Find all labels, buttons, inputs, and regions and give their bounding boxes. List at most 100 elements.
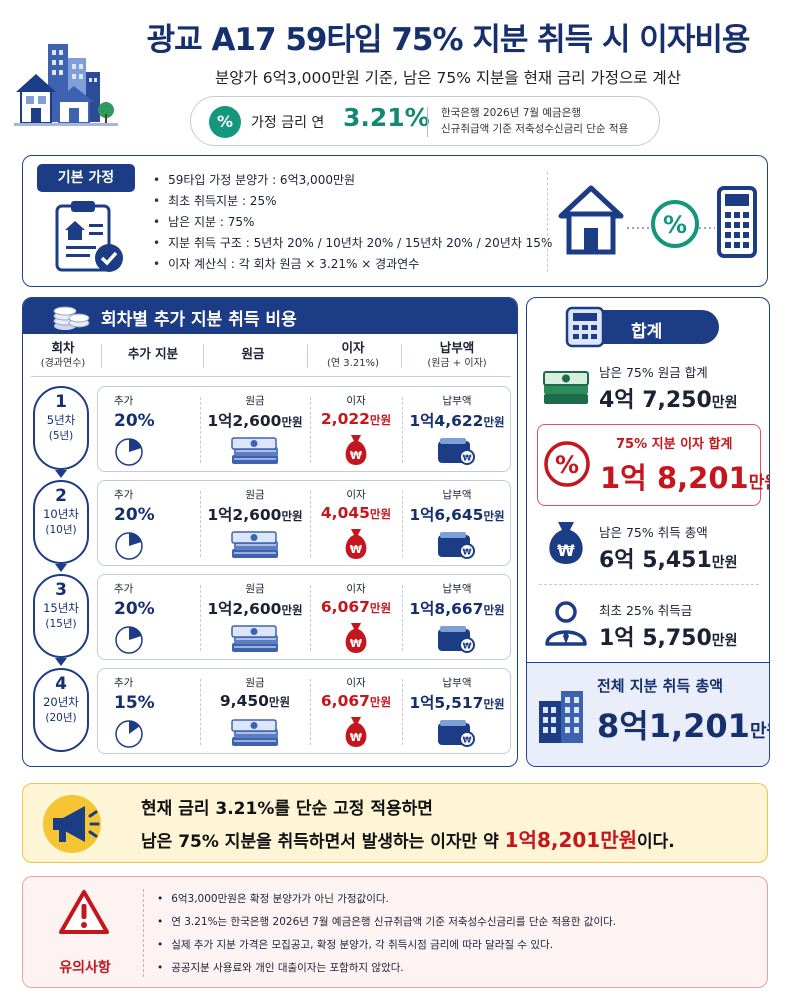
- summary-title: 합계: [631, 322, 663, 342]
- wallet-icon: ₩: [438, 438, 475, 465]
- caution-item: 연 3.21%는 한국은행 2026년 7월 예금은행 신규취급액 기준 저축성…: [157, 911, 616, 934]
- megaphone-icon: [43, 795, 101, 853]
- calculator-icon: [717, 186, 757, 258]
- caution-label: 유의사항: [59, 960, 111, 976]
- divider: [401, 344, 402, 368]
- round-elapsed: (10년): [45, 524, 77, 536]
- basic-tag: 기본 가정: [37, 164, 135, 192]
- person-icon: [545, 601, 587, 646]
- cash-stack-icon: [231, 437, 278, 464]
- divider: [200, 397, 201, 463]
- divider: [143, 889, 144, 977]
- summary-total-value: 8억1,201만원: [597, 701, 769, 747]
- money-bag-icon: ₩: [345, 717, 367, 747]
- callout-line-2-suffix: 이다.: [637, 832, 675, 852]
- round-number: 2: [55, 486, 67, 506]
- wallet-icon: ₩: [438, 532, 475, 559]
- share-pie-icon: [115, 626, 143, 654]
- round-year: 20년차: [43, 695, 79, 709]
- payment-value: 1억4,622만원: [404, 409, 510, 431]
- coins-icon: [53, 306, 90, 330]
- interest-label: 이자: [346, 489, 366, 501]
- payment-amount: 1억8,667: [409, 600, 484, 618]
- round-arrow: [55, 564, 67, 572]
- percent-circle-icon: %: [544, 441, 590, 487]
- round-arrow: [55, 658, 67, 666]
- round-year: 15년차: [43, 601, 79, 615]
- round-elapsed: (5년): [48, 430, 74, 442]
- summary-tag: 합계: [565, 306, 719, 348]
- round-card: 추가 20% 원금 1억2,600만원 이자 2,022만원 ₩ 납부액 1억4…: [97, 386, 511, 472]
- conclusion-callout: 현재 금리 3.21%를 단순 고정 적용하면 남은 75% 지분을 취득하면서…: [22, 783, 768, 863]
- payment-label: 납부액: [442, 583, 472, 595]
- share-pie-icon: [115, 532, 143, 560]
- summary-initial-value: 1억 5,750만원: [599, 620, 738, 652]
- caution-item: 6억3,000만원은 확정 분양가가 아닌 가정값이다.: [157, 888, 616, 911]
- summary-interest-amount: 1억 8,201: [600, 461, 749, 495]
- interest-amount: 4,045: [320, 504, 370, 522]
- rounds-panel: 회차별 추가 지분 취득 비용 회차 (경과연수) 추가 지분 원금 이자 (연…: [22, 297, 518, 767]
- principal-amount: 1억2,600: [207, 506, 282, 524]
- payment-value: 1억5,517만원: [404, 691, 510, 713]
- interest-value: 6,067만원: [312, 597, 400, 616]
- col-header-label: 납부액: [439, 340, 475, 355]
- callout-highlight: 1억8,201만원: [504, 828, 638, 852]
- summary-interest-box: % 75% 지분 이자 합계 1억 8,201만원: [537, 424, 769, 506]
- money-bag-icon: ₩: [345, 435, 367, 465]
- summary-principal-label: 남은 75% 원금 합계: [599, 365, 708, 380]
- col-header-sub: (원금 + 이자): [427, 358, 487, 369]
- wallet-icon: ₩: [438, 626, 475, 653]
- cash-stack-icon: [231, 625, 278, 652]
- summary-interest-value: 1억 8,201만원: [600, 455, 769, 497]
- divider: [31, 376, 511, 377]
- share-label: 추가: [114, 583, 134, 595]
- round-card: 추가 20% 원금 1억2,600만원 이자 6,067만원 ₩ 납부액 1억8…: [97, 574, 511, 660]
- callout-line-1: 현재 금리 3.21%를 단순 고정 적용하면: [141, 799, 433, 819]
- city-buildings-icon: [14, 44, 118, 126]
- interest-unit: 만원: [369, 601, 392, 615]
- money-bag-icon: ₩: [345, 623, 367, 653]
- payment-label: 납부액: [442, 677, 472, 689]
- rate-note-line: 한국은행 2026년 7월 예금은행: [441, 107, 582, 119]
- callout-line-2: 남은 75% 지분을 취득하면서 발생하는 이자만 약 1억8,201만원이다.: [141, 824, 675, 853]
- interest-unit: 만원: [369, 507, 392, 521]
- share-label: 추가: [114, 489, 134, 501]
- payment-unit: 만원: [483, 697, 505, 711]
- col-header-sub: (경과연수): [40, 358, 86, 369]
- payment-label: 납부액: [442, 489, 472, 501]
- building-icon: [539, 691, 583, 743]
- divider: [101, 344, 102, 368]
- round-card: 추가 20% 원금 1억2,600만원 이자 4,045만원 ₩ 납부액 1억6…: [97, 480, 511, 566]
- cash-stack-icon: [231, 531, 278, 558]
- principal-unit: 만원: [281, 415, 303, 429]
- divider: [402, 397, 403, 463]
- round-badge: 4 20년차 (20년): [33, 668, 89, 752]
- divider: [402, 585, 403, 651]
- divider: [539, 584, 759, 585]
- summary-acquisition-unit: 만원: [711, 555, 738, 571]
- summary-panel: 합계 남은 75% 원금 합계 4억 7,250만원 % 75% 지분 이자 합…: [526, 297, 770, 767]
- round-badge: 1 5년차 (5년): [33, 386, 89, 470]
- payment-unit: 만원: [483, 415, 505, 429]
- interest-amount: 2,022: [320, 410, 370, 428]
- rounds-title: 회차별 추가 지분 취득 비용: [101, 310, 297, 330]
- caution-list: 6억3,000만원은 확정 분양가가 아닌 가정값이다. 연 3.21%는 한국…: [157, 888, 616, 980]
- summary-acquisition-label: 남은 75% 취득 총액: [599, 525, 708, 540]
- interest-amount: 6,067: [320, 692, 370, 710]
- divider: [310, 585, 311, 651]
- svg-text:₩: ₩: [557, 541, 575, 560]
- svg-text:₩: ₩: [350, 449, 362, 462]
- interest-value: 6,067만원: [312, 691, 400, 710]
- divider: [402, 491, 403, 557]
- summary-interest-label: 75% 지분 이자 합계: [616, 437, 733, 452]
- col-header-payment: 납부액 (원금 + 이자): [401, 340, 513, 372]
- header: 광교 A17 59타입 75% 지분 취득 시 이자비용 분양가 6억3,000…: [0, 0, 800, 152]
- payment-amount: 1억5,517: [409, 694, 484, 712]
- interest-unit: 만원: [369, 695, 392, 709]
- principal-amount: 9,450: [219, 692, 269, 710]
- interest-label: 이자: [346, 677, 366, 689]
- payment-unit: 만원: [483, 509, 505, 523]
- col-header-label: 이자: [341, 340, 365, 355]
- share-value: 20%: [114, 411, 155, 431]
- round-number: 3: [55, 580, 67, 600]
